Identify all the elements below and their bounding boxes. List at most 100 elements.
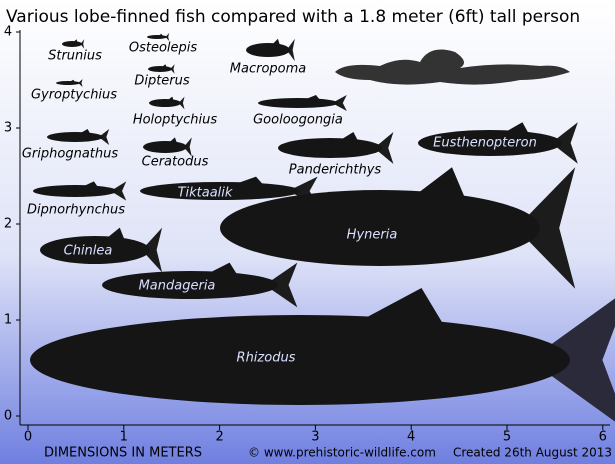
fish: Macropoma [230, 38, 306, 77]
credit: © www.prehistoric-wildlife.com [248, 446, 436, 460]
fish-tail [80, 39, 85, 49]
fish: Rhizodus [30, 288, 615, 422]
fish-fin [272, 38, 281, 46]
fish-tail [170, 64, 175, 74]
fish-body [143, 141, 187, 153]
fish-fin [80, 129, 91, 134]
fish-tail [183, 137, 192, 157]
fish-fin [412, 167, 468, 206]
fish-fin [354, 288, 449, 333]
fish-label: Chinlea [64, 244, 113, 259]
y-tick-label: 1 [4, 313, 12, 328]
fish-body [40, 236, 150, 264]
fish: Gyroptychius [31, 79, 117, 103]
fish-body [220, 190, 540, 266]
fish-body [418, 130, 562, 156]
x-tick-label: 2 [215, 430, 223, 445]
fish-tail [98, 129, 110, 145]
fish-body [149, 99, 181, 107]
fish-body [147, 35, 167, 39]
fish-fin [207, 262, 239, 277]
fish-tail [165, 33, 170, 41]
fish-label: Osteolepis [129, 41, 198, 56]
fish: Chinlea [40, 227, 163, 273]
y-tick-label: 2 [4, 217, 12, 232]
fish: Griphognathus [22, 129, 119, 162]
fish-label: Rhizodus [237, 351, 296, 366]
x-tick-label: 4 [407, 430, 415, 445]
fish-body [278, 138, 382, 158]
fish-tail [374, 132, 394, 164]
fish-body [56, 81, 80, 85]
y-tick-label: 4 [4, 25, 12, 40]
fish-tail [529, 298, 615, 422]
x-tick-label: 6 [599, 430, 607, 445]
fish: Eusthenopteron [418, 122, 578, 164]
x-axis-label: DIMENSIONS IN METERS [44, 446, 202, 461]
fish-label: Holoptychius [133, 113, 218, 128]
y-tick-label: 3 [4, 121, 12, 136]
x-tick-label: 0 [24, 430, 32, 445]
fish-tail [110, 181, 127, 201]
fish-body [258, 98, 338, 108]
fish-group: Strunius Osteolepis Macropoma Gyroptychius D… [22, 33, 615, 422]
created: Created 26th August 2013 [453, 446, 612, 460]
fish: Hyneria [220, 167, 576, 289]
fish-fin [70, 79, 75, 82]
x-tick-label: 1 [120, 430, 128, 445]
fish-label: Strunius [48, 49, 102, 64]
fish: Dipterus [134, 64, 190, 89]
fish: Holoptychius [133, 96, 218, 128]
fish-tail [264, 262, 298, 308]
fish-body [102, 271, 278, 299]
fish-fin [74, 39, 78, 43]
fish: Osteolepis [129, 33, 198, 56]
fish-tail [78, 79, 83, 87]
fish-label: Tiktaalik [178, 186, 233, 201]
fish-body [47, 132, 103, 142]
fish-label: Gyroptychius [31, 88, 117, 103]
fish-fin [236, 176, 264, 186]
x-tick-label: 5 [503, 430, 511, 445]
fish-label: Hyneria [347, 228, 398, 243]
fish-label: Mandageria [139, 279, 216, 294]
fish-body [246, 43, 290, 57]
fish: Ceratodus [142, 137, 209, 170]
fish-label: Eusthenopteron [433, 136, 537, 151]
y-tick-label: 0 [4, 409, 12, 424]
fish-fin [504, 122, 530, 136]
fish-label: Macropoma [230, 62, 306, 77]
fish-label: Dipterus [134, 74, 190, 89]
fish: Tiktaalik [140, 176, 318, 206]
fish-body [148, 66, 172, 72]
x-tick-label: 3 [311, 430, 319, 445]
fish-body [33, 185, 117, 197]
fish-tail [332, 95, 347, 111]
fish-label: Panderichthys [289, 163, 382, 178]
fish-label: Griphognathus [22, 147, 119, 162]
fish-fin [340, 132, 359, 142]
fish-label: Ceratodus [142, 155, 209, 170]
fish: Mandageria [102, 262, 298, 308]
fish-body [140, 182, 300, 200]
fish: Gooloogongia [253, 95, 347, 128]
fish-tail [141, 227, 163, 273]
fish-fin [168, 96, 174, 101]
grid: 0 1 2 3 4 5 6 0 1 2 3 4 [4, 25, 610, 445]
fish-body [62, 41, 82, 47]
title: Various lobe-finned fish compared with a… [6, 7, 580, 27]
fish: Strunius [48, 39, 102, 64]
fish: Dipnorhynchus [27, 181, 127, 218]
fish: Panderichthys [278, 132, 394, 178]
fish-body [30, 315, 570, 405]
fish-tail [178, 96, 185, 110]
fish-tail [551, 122, 578, 164]
person-silhouette [335, 49, 570, 85]
fish-fin [306, 95, 320, 100]
fish-label: Dipnorhynchus [27, 203, 125, 218]
fish-fin [159, 33, 163, 36]
fish-tail [286, 38, 295, 62]
fish-label: Gooloogongia [253, 113, 343, 128]
fish-tail [516, 167, 576, 289]
